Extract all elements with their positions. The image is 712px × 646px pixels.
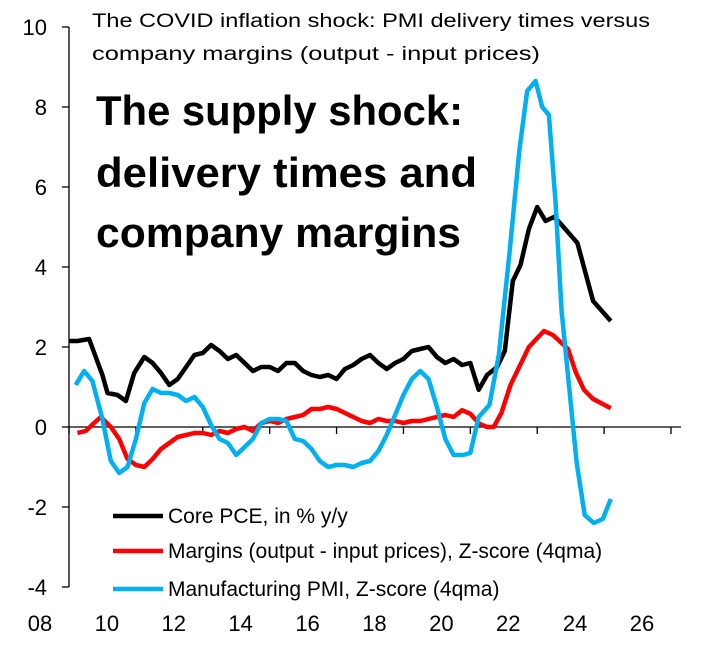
chart-title-line-2: company margins (output - input prices) bbox=[92, 44, 540, 65]
series-line-3 bbox=[73, 78, 613, 526]
y-tick-label: 0 bbox=[35, 415, 47, 440]
y-tick-label: -2 bbox=[27, 495, 47, 520]
x-tick-label: 12 bbox=[162, 611, 186, 636]
x-tick-label: 24 bbox=[563, 611, 587, 636]
legend-label-1: Core PCE, in % y/y bbox=[168, 505, 348, 528]
annotation-line-1: The supply shock: bbox=[96, 87, 463, 134]
y-tick-label: 2 bbox=[35, 335, 47, 360]
series-line-2 bbox=[76, 328, 612, 470]
x-tick-label: 18 bbox=[362, 611, 386, 636]
series-line-1 bbox=[69, 204, 613, 404]
legend-label-3: Manufacturing PMI, Z-score (4qma) bbox=[168, 578, 499, 601]
y-tick-label: 6 bbox=[35, 175, 47, 200]
x-tick-label: 14 bbox=[228, 611, 252, 636]
x-tick-label: 16 bbox=[295, 611, 319, 636]
x-tick-label: 10 bbox=[95, 611, 119, 636]
legend: Core PCE, in % y/y Margins (output - inpu… bbox=[113, 505, 602, 601]
x-tick-label: 08 bbox=[28, 611, 52, 636]
y-tick-label: 4 bbox=[35, 255, 47, 280]
annotation-line-3: company margins bbox=[96, 209, 461, 256]
annotation-line-2: delivery times and bbox=[96, 149, 477, 196]
legend-label-2: Margins (output - input prices), Z-score… bbox=[168, 540, 602, 563]
chart-title-line-1: The COVID inflation shock: PMI delivery … bbox=[92, 11, 650, 32]
y-tick-label: 8 bbox=[35, 95, 47, 120]
x-tick-label: 20 bbox=[429, 611, 453, 636]
y-tick-label: -4 bbox=[27, 575, 47, 600]
x-tick-label: 22 bbox=[496, 611, 520, 636]
series-lines bbox=[69, 78, 613, 526]
x-tick-label: 26 bbox=[630, 611, 654, 636]
y-tick-label: 10 bbox=[23, 15, 47, 40]
